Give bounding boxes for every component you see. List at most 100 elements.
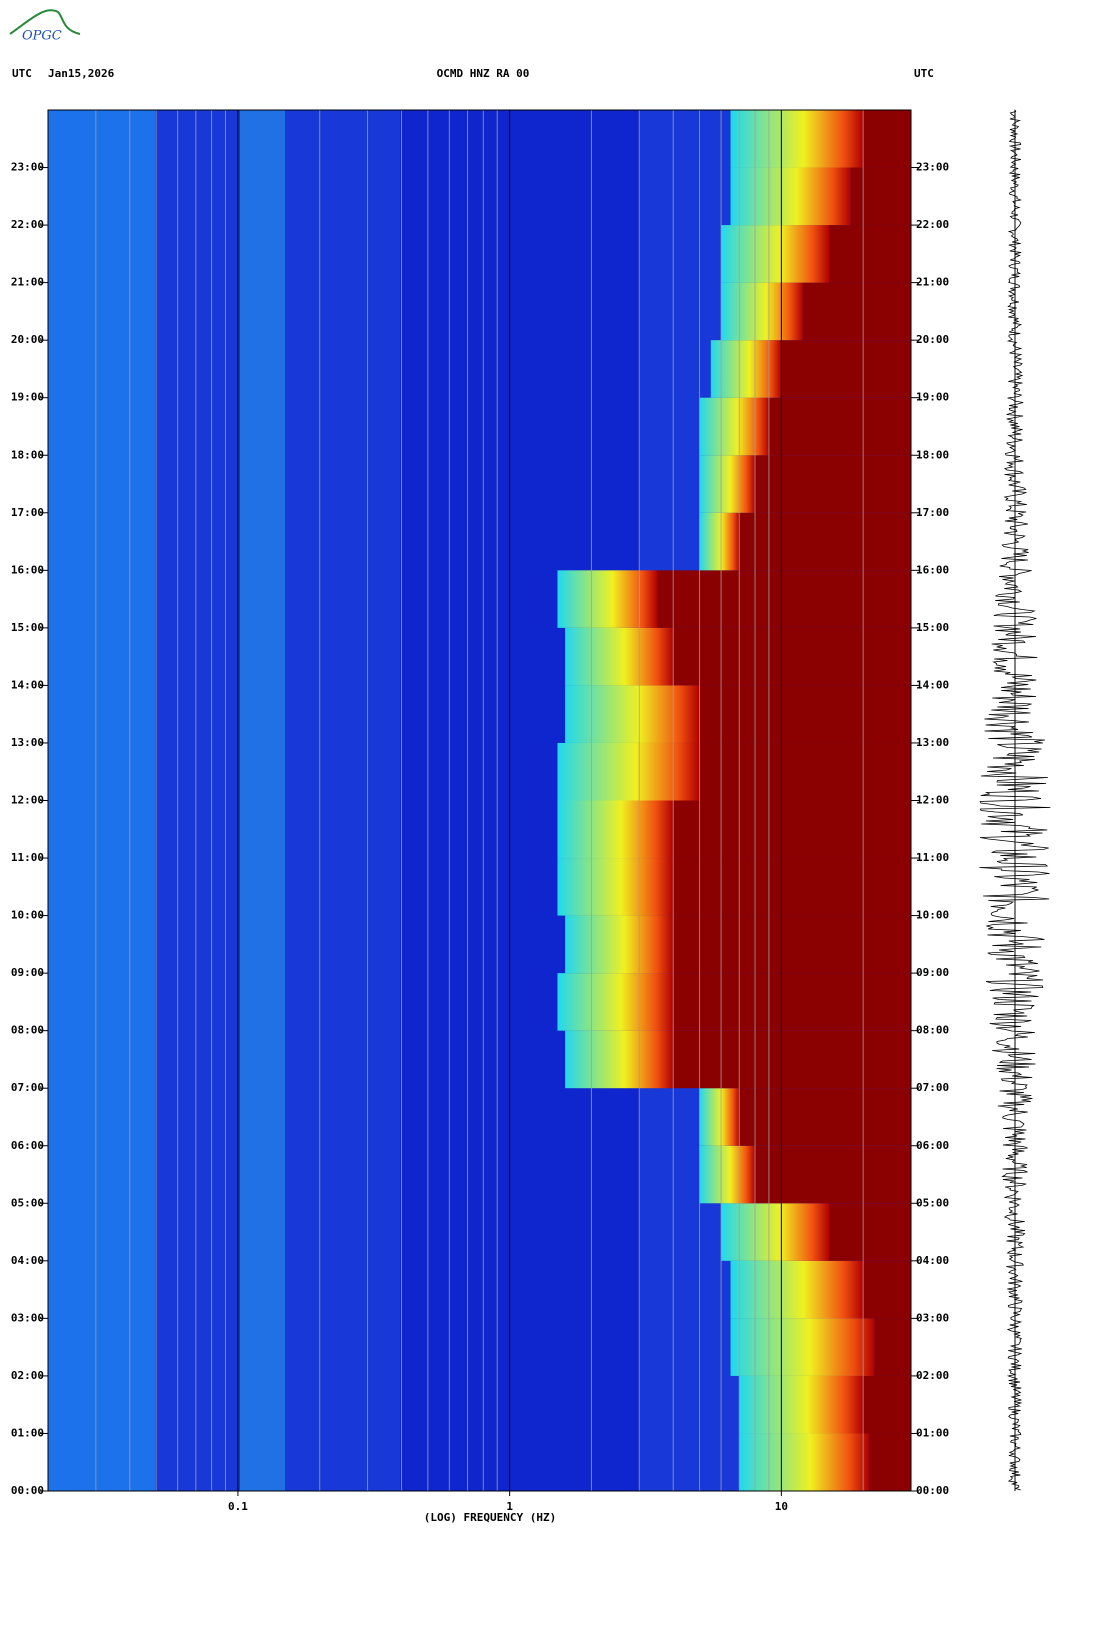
saturated-band	[829, 1203, 911, 1261]
energy-band	[730, 167, 851, 226]
y-tick-label-right: 10:00	[916, 909, 949, 922]
energy-band	[557, 973, 674, 1031]
y-tick-label-left: 18:00	[11, 448, 44, 461]
y-tick-label-right: 12:00	[916, 794, 949, 807]
y-tick-label-right: 21:00	[916, 276, 949, 289]
y-tick-label-left: 21:00	[11, 276, 44, 289]
saturated-band	[781, 340, 911, 398]
saturated-band	[863, 1375, 911, 1434]
y-tick-label-left: 10:00	[11, 909, 44, 922]
energy-band	[730, 110, 864, 168]
energy-band	[565, 1030, 674, 1089]
energy-band	[739, 1375, 864, 1434]
x-tick-label: 10	[775, 1500, 788, 1513]
energy-band	[730, 1318, 875, 1376]
saturated-band	[768, 397, 911, 456]
x-tick-label: 0.1	[228, 1500, 248, 1513]
y-tick-label-right: 16:00	[916, 563, 949, 576]
saturated-band	[850, 167, 911, 226]
chart-title: OCMD HNZ RA 00	[437, 67, 530, 80]
saturated-band	[673, 1030, 911, 1089]
y-tick-label-right: 22:00	[916, 218, 949, 231]
saturated-band	[868, 1433, 911, 1491]
saturated-band	[673, 800, 911, 859]
y-tick-label-left: 05:00	[11, 1196, 44, 1209]
energy-band	[721, 282, 803, 341]
y-tick-label-left: 01:00	[11, 1426, 44, 1439]
y-tick-label-left: 20:00	[11, 333, 44, 346]
y-tick-label-left: 23:00	[11, 161, 44, 174]
y-tick-label-left: 17:00	[11, 506, 44, 519]
date: Jan15,2026	[48, 67, 115, 80]
saturated-band	[739, 512, 911, 571]
logo-text: OPGC	[22, 29, 62, 44]
energy-band	[730, 1260, 864, 1319]
saturated-band	[739, 1088, 911, 1146]
y-tick-label-left: 13:00	[11, 736, 44, 749]
energy-band	[699, 512, 740, 571]
y-tick-label-right: 14:00	[916, 678, 949, 691]
y-tick-label-left: 04:00	[11, 1254, 44, 1267]
y-tick-label-left: 22:00	[11, 218, 44, 231]
y-tick-label-left: 19:00	[11, 391, 44, 404]
saturated-band	[863, 1260, 911, 1319]
energy-band	[721, 225, 830, 283]
saturated-band	[699, 685, 911, 743]
saturated-band	[874, 1318, 911, 1376]
energy-band	[710, 340, 782, 398]
y-tick-label-right: 08:00	[916, 1024, 949, 1037]
low-frequency-band	[48, 110, 155, 1491]
energy-band	[565, 627, 674, 686]
y-tick-label-left: 12:00	[11, 794, 44, 807]
energy-band	[699, 1088, 740, 1146]
seismogram-trace	[979, 109, 1051, 1491]
y-tick-label-left: 02:00	[11, 1369, 44, 1382]
saturated-band	[802, 282, 911, 341]
saturated-band	[829, 225, 911, 283]
plot-area	[47, 110, 912, 1491]
saturated-band	[863, 110, 911, 168]
plot-frame	[47, 109, 912, 1492]
y-tick-label-right: 03:00	[916, 1311, 949, 1324]
y-tick-label-left: 06:00	[11, 1139, 44, 1152]
y-tick-label-right: 07:00	[916, 1081, 949, 1094]
y-tick-label-right: 20:00	[916, 333, 949, 346]
saturated-band	[699, 742, 911, 801]
saturated-band	[673, 627, 911, 686]
saturated-band	[755, 455, 911, 513]
energy-band	[557, 570, 658, 628]
microseism-band	[240, 110, 285, 1491]
energy-band	[699, 455, 756, 513]
energy-band	[557, 858, 674, 916]
saturated-band	[657, 570, 911, 628]
x-axis-label: (LOG) FREQUENCY (HZ)	[424, 1511, 556, 1524]
y-tick-label-left: 14:00	[11, 678, 44, 691]
y-tick-label-left: 15:00	[11, 621, 44, 634]
y-tick-label-right: 19:00	[916, 391, 949, 404]
energy-band	[721, 1203, 830, 1261]
y-tick-label-right: 09:00	[916, 966, 949, 979]
y-tick-label-right: 00:00	[916, 1484, 949, 1497]
saturated-band	[673, 858, 911, 916]
y-tick-label-right: 05:00	[916, 1196, 949, 1209]
y-tick-label-right: 01:00	[916, 1426, 949, 1439]
y-tick-label-left: 16:00	[11, 563, 44, 576]
energy-band	[557, 800, 674, 859]
y-tick-label-right: 17:00	[916, 506, 949, 519]
seismogram	[979, 109, 1051, 1491]
y-tick-label-right: 06:00	[916, 1139, 949, 1152]
energy-band	[557, 742, 700, 801]
energy-band	[699, 397, 769, 456]
saturated-band	[673, 973, 911, 1031]
y-tick-label-left: 08:00	[11, 1024, 44, 1037]
time-zone-left: UTC	[12, 67, 32, 80]
energy-band	[699, 1145, 756, 1204]
y-tick-label-right: 13:00	[916, 736, 949, 749]
saturated-band	[673, 915, 911, 974]
x-tick-label: 1	[506, 1500, 513, 1513]
energy-band	[565, 915, 674, 974]
y-tick-label-right: 11:00	[916, 851, 949, 864]
logo: OPGC	[9, 9, 81, 44]
y-tick-label-left: 03:00	[11, 1311, 44, 1324]
